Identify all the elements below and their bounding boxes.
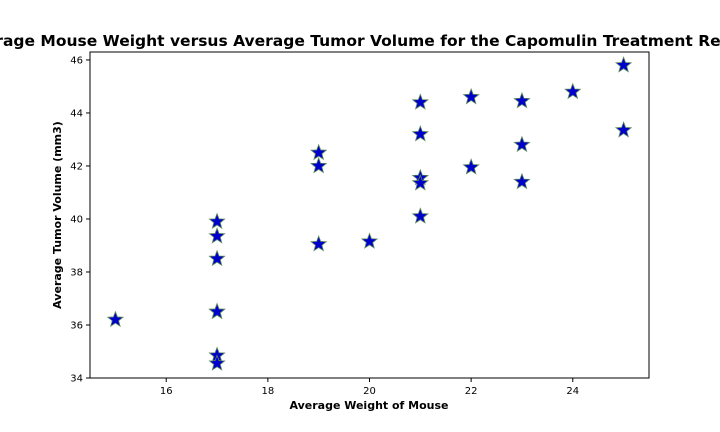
data-point-star	[360, 232, 379, 249]
data-point-star	[614, 56, 633, 73]
data-point-star	[513, 91, 531, 109]
data-point-star	[208, 227, 226, 244]
plot-area	[89, 51, 650, 379]
data-point-star	[513, 172, 531, 190]
y-tick-label: 36	[70, 320, 83, 331]
x-axis-label: Average Weight of Mouse	[289, 399, 448, 412]
data-point-star	[208, 354, 226, 371]
x-tick-label: 24	[566, 386, 579, 397]
data-point-star	[411, 93, 430, 110]
data-point-star	[106, 310, 125, 328]
data-point-star	[411, 125, 430, 142]
data-point-star	[411, 174, 429, 191]
data-point-star	[208, 249, 226, 267]
x-tick-label: 22	[465, 386, 478, 397]
data-point-star	[310, 143, 328, 161]
data-point-star	[614, 121, 633, 138]
y-axis-label: Average Tumor Volume (mm3)	[51, 121, 64, 309]
data-point-star	[462, 158, 480, 175]
data-point-star	[208, 302, 226, 320]
y-tick-label: 38	[70, 267, 83, 278]
y-tick-label: 40	[70, 214, 83, 225]
data-point-star	[310, 235, 328, 252]
x-tick-label: 20	[363, 386, 376, 397]
y-tick-label: 42	[70, 161, 83, 172]
y-axis: 34 36 38 40 42 44 46	[70, 55, 90, 385]
data-point-star	[564, 82, 582, 100]
x-tick-label: 16	[160, 386, 173, 397]
y-tick-label: 34	[70, 374, 83, 385]
chart-title: Average Mouse Weight versus Average Tumo…	[0, 32, 720, 50]
data-points	[106, 56, 633, 371]
x-axis: 16 18 20 22 24	[160, 378, 579, 397]
data-point-star	[462, 87, 480, 105]
x-tick-label: 18	[261, 386, 274, 397]
data-point-star	[411, 207, 429, 224]
y-tick-label: 44	[70, 108, 83, 119]
y-tick-label: 46	[70, 55, 83, 66]
data-point-star	[309, 156, 328, 174]
data-point-star	[513, 135, 531, 153]
data-point-star	[208, 212, 226, 230]
